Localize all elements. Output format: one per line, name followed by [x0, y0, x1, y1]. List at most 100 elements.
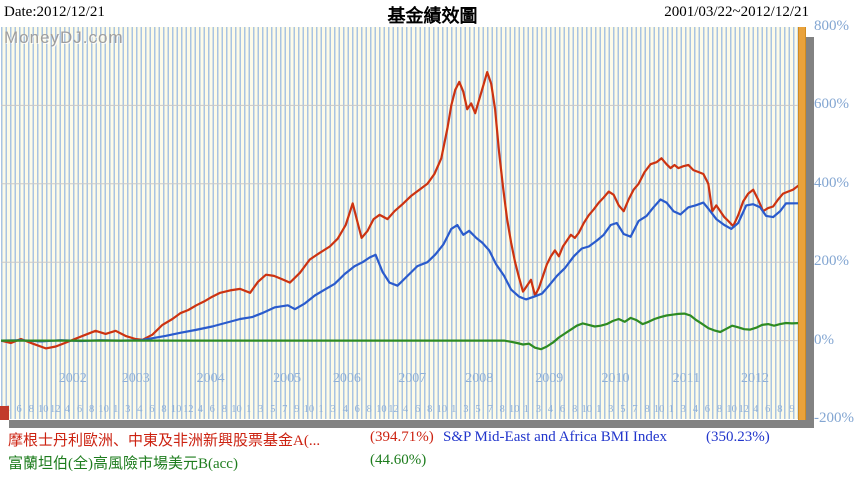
month-tick-label: 8 — [499, 404, 505, 415]
month-tick-label: 10 — [436, 404, 448, 415]
corner-marker — [0, 406, 9, 420]
year-tick-label: 2005 — [273, 371, 302, 386]
month-tick-label: 1 — [596, 404, 602, 415]
series-line-2 — [1, 312, 798, 351]
year-tick-label: 2002 — [58, 371, 87, 386]
page-title: 基金績效圖 — [387, 6, 478, 26]
year-tick-label: 2008 — [465, 371, 494, 386]
month-tick-label: 12 — [388, 404, 399, 415]
drop-shadow-right — [806, 37, 814, 428]
month-tick-label: 1 — [245, 404, 252, 415]
watermark: MoneyDJ.com — [4, 28, 124, 47]
month-tick-label: 3 — [257, 404, 264, 415]
month-tick-label: 4 — [342, 404, 348, 415]
legend-green-name: 富蘭坦伯(全)高風險市場美元B(acc) — [8, 456, 238, 472]
month-tick-label: 12 — [738, 404, 749, 415]
month-tick-label: 3 — [535, 404, 542, 415]
y-axis-tick-label: 200% — [814, 253, 849, 270]
month-tick-label: 4 — [197, 404, 203, 415]
month-tick-label: 6 — [765, 404, 771, 415]
month-tick-label: 4 — [64, 404, 71, 415]
month-tick-label: 3 — [125, 404, 131, 415]
right-scrollbar-handle[interactable] — [798, 27, 806, 420]
month-tick-label: 1 — [113, 404, 119, 415]
month-tick-label: 8 — [161, 404, 167, 415]
month-tick-label: 12 — [182, 404, 194, 415]
year-tick-label: 2010 — [601, 371, 630, 386]
year-tick-label: 2007 — [398, 371, 427, 386]
month-tick-label: 8 — [88, 404, 95, 415]
series-line-1 — [1, 198, 798, 343]
month-tick-label: 8 — [221, 404, 228, 415]
month-tick-label: 10 — [170, 404, 182, 415]
year-tick-label: 2009 — [535, 371, 564, 386]
month-tick-label: 6 — [354, 404, 360, 415]
month-tick-label: 7 — [632, 404, 638, 415]
month-tick-label: 9 — [789, 404, 795, 415]
month-tick-label: 4 — [402, 404, 409, 415]
y-axis-tick-label: 800% — [814, 18, 849, 34]
month-tick-label: 8 — [777, 404, 783, 415]
y-axis-tick-label: -200% — [814, 410, 854, 426]
drop-shadow-bottom — [9, 420, 806, 428]
month-tick-label: 5 — [620, 404, 626, 415]
month-tick-label: 6 — [149, 404, 155, 415]
month-tick-label: 10 — [303, 404, 315, 415]
month-tick-label: 8 — [366, 404, 372, 415]
plot-area: MoneyDJ.com 2002 2003 2004 2005 2006 2007 2008… — [1, 27, 798, 419]
month-tick-label: 3 — [680, 404, 686, 415]
year-tick-label: 2003 — [121, 371, 150, 386]
legend-blue-value: (350.23%) — [706, 429, 770, 445]
month-tick-label: 10 — [653, 404, 665, 415]
month-tick-label: 8 — [571, 404, 578, 415]
month-tick-label: 6 — [16, 404, 22, 415]
month-tick-label: 8 — [644, 404, 650, 415]
month-tick-label: 6 — [76, 404, 83, 415]
month-tick-label: 6 — [704, 404, 711, 415]
month-tick-label: 6 — [209, 404, 215, 415]
month-tick-label: 7 — [487, 404, 493, 415]
month-tick-label: 4 — [753, 404, 759, 415]
legend-red-name: 摩根士丹利歐洲、中東及非洲新興股票基金A(... — [8, 433, 321, 449]
month-tick-label: 5 — [475, 404, 481, 415]
legend-red-value: (394.71%) — [370, 429, 434, 445]
month-tick-label: 1 — [668, 404, 674, 415]
month-tick-label: 12 — [50, 404, 61, 415]
month-tick-label: 10 — [726, 404, 737, 415]
month-tick-label: 3 — [330, 404, 336, 415]
month-tick-label: 7 — [282, 404, 288, 415]
year-tick-label: 2011 — [672, 371, 701, 386]
series-canvas — [1, 70, 798, 351]
month-tick-label: 10 — [38, 404, 49, 415]
month-tick-label: 4 — [547, 404, 554, 415]
year-tick-label: 2012 — [741, 371, 769, 386]
date-range-label: 2001/03/22~2012/12/21 — [664, 4, 809, 20]
month-tick-label: 9 — [294, 404, 300, 415]
year-tick-label: 2006 — [332, 371, 361, 386]
month-tick-label: 10 — [231, 404, 242, 415]
legend-blue-name: S&P Mid-East and Africa BMI Index — [443, 429, 667, 445]
month-tick-label: 6 — [414, 404, 421, 415]
month-tick-label: 1 — [451, 404, 457, 415]
month-tick-label: 4 — [692, 404, 699, 415]
y-axis-tick-label: 0% — [814, 331, 834, 348]
month-tick-label: 3 — [463, 404, 469, 415]
month-tick-label: 1 — [318, 404, 324, 415]
month-tick-label: 10 — [98, 404, 109, 415]
month-tick-label: 8 — [28, 404, 34, 415]
month-tick-label: 1 — [523, 404, 529, 415]
y-axis-tick-label: 400% — [814, 174, 849, 191]
year-tick-label: 2004 — [196, 371, 225, 386]
month-tick-label: 10 — [508, 404, 520, 415]
date-label: Date:2012/12/21 — [4, 4, 105, 20]
month-tick-label: 6 — [559, 404, 566, 415]
legend-green-value: (44.60%) — [370, 452, 427, 468]
month-tick-label: 8 — [716, 404, 723, 415]
month-tick-label: 10 — [581, 404, 592, 415]
series-line-0 — [1, 70, 798, 350]
month-tick-label: 8 — [427, 404, 433, 415]
month-tick-label: 4 — [137, 404, 143, 415]
y-axis-tick-label: 600% — [814, 96, 849, 113]
month-tick-label: 5 — [270, 404, 276, 415]
